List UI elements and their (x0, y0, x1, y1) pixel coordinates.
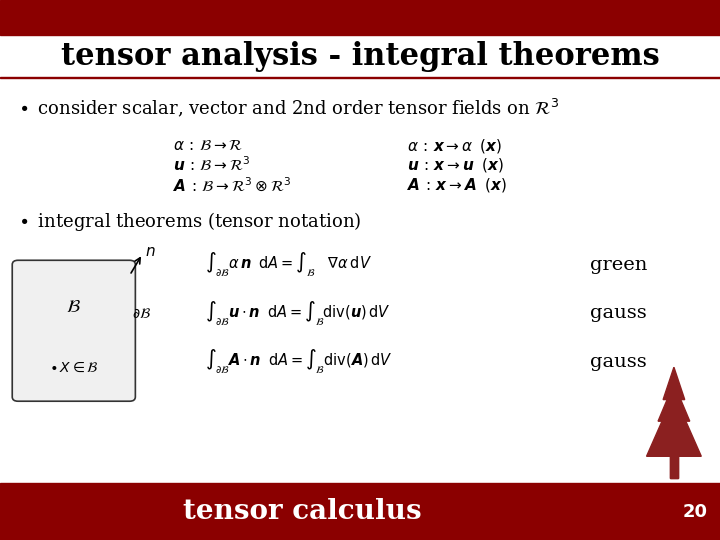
FancyBboxPatch shape (12, 260, 135, 401)
Bar (0, 0, 720, 35)
Text: $\boldsymbol{A} \, : \, \mathcal{B} \rightarrow \mathcal{R}^3 \otimes \mathcal{R: $\boldsymbol{A} \, : \, \mathcal{B} \rig… (173, 176, 292, 194)
Text: $\bullet \, X \in \mathcal{B}$: $\bullet \, X \in \mathcal{B}$ (49, 361, 99, 375)
Text: 20: 20 (683, 503, 707, 521)
Text: $\boldsymbol{u} \, : \, \boldsymbol{x} \rightarrow \boldsymbol{u} \;\; (\boldsym: $\boldsymbol{u} \, : \, \boldsymbol{x} \… (407, 156, 504, 174)
Polygon shape (652, 408, 696, 456)
Polygon shape (647, 394, 701, 456)
Bar (670, 456, 678, 478)
Text: green: green (590, 255, 648, 274)
Text: $n$: $n$ (145, 244, 156, 259)
Text: $\mathcal{B}$: $\mathcal{B}$ (66, 298, 81, 316)
Text: $\int_{\partial\mathcal{B}} \alpha \, \boldsymbol{n} \;\; \mathrm{d}A = \int_{\m: $\int_{\partial\mathcal{B}} \alpha \, \b… (205, 251, 372, 279)
Polygon shape (658, 383, 690, 421)
Bar (0, 77, 720, 78)
Text: $\bullet\,$ integral theorems (tensor notation): $\bullet\,$ integral theorems (tensor no… (18, 210, 361, 233)
Text: $\boldsymbol{u} \, : \, \mathcal{B} \rightarrow \mathcal{R}^3$: $\boldsymbol{u} \, : \, \mathcal{B} \rig… (173, 156, 251, 174)
Bar (0, 483, 720, 540)
Polygon shape (663, 367, 685, 400)
Text: $\boldsymbol{A} \, : \, \boldsymbol{x} \rightarrow \boldsymbol{A} \;\; (\boldsym: $\boldsymbol{A} \, : \, \boldsymbol{x} \… (407, 176, 507, 194)
Text: tensor analysis - integral theorems: tensor analysis - integral theorems (60, 41, 660, 72)
Text: gauss: gauss (590, 353, 647, 371)
Text: $\int_{\partial\mathcal{B}} \boldsymbol{A} \cdot \boldsymbol{n} \;\; \mathrm{d}A: $\int_{\partial\mathcal{B}} \boldsymbol{… (205, 348, 393, 376)
Text: $\bullet\,$ consider scalar, vector and 2nd order tensor fields on $\mathcal{R}^: $\bullet\,$ consider scalar, vector and … (18, 97, 559, 119)
Text: $\int_{\partial\mathcal{B}} \boldsymbol{u} \cdot \boldsymbol{n} \;\; \mathrm{d}A: $\int_{\partial\mathcal{B}} \boldsymbol{… (205, 299, 391, 327)
Text: $\partial\mathcal{B}$: $\partial\mathcal{B}$ (132, 307, 150, 321)
Text: gauss: gauss (590, 304, 647, 322)
Text: tensor calculus: tensor calculus (183, 498, 422, 525)
Text: $\alpha \, : \, \mathcal{B} \rightarrow \mathcal{R}$: $\alpha \, : \, \mathcal{B} \rightarrow … (173, 138, 243, 153)
Text: $\alpha \, : \, \boldsymbol{x} \rightarrow \alpha \;\; (\boldsymbol{x})$: $\alpha \, : \, \boldsymbol{x} \rightarr… (407, 137, 502, 155)
